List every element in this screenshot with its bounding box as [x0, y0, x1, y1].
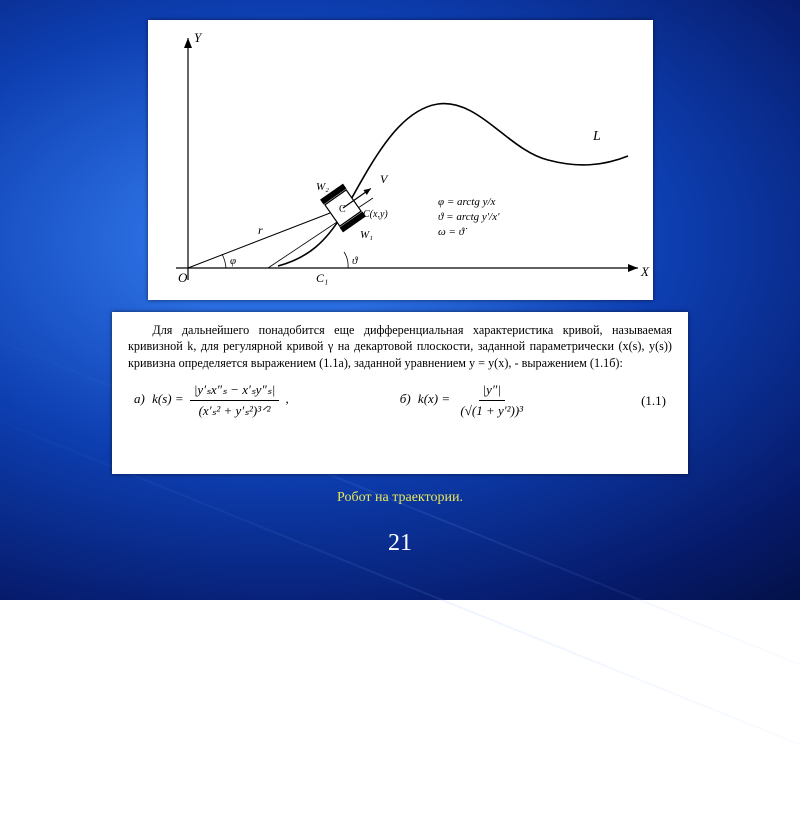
curve-label: L [592, 129, 601, 144]
formula-a: а) k(s) = |y′ₛx″ₛ − x′ₛy″ₛ| (x′ₛ² + y′ₛ²… [134, 381, 289, 419]
coord-label: C(x,y) [363, 209, 388, 220]
b-numerator: |y″| [479, 381, 505, 401]
sep: , [286, 391, 289, 406]
phi-label: φ [230, 255, 236, 267]
theta-label: ϑ [352, 255, 358, 267]
trajectory-curve [278, 104, 628, 266]
c1-label: C₁ [316, 271, 328, 285]
page-number: 21 [0, 530, 800, 557]
x-axis-label: X [640, 264, 650, 279]
a-fraction: |y′ₛx″ₛ − x′ₛy″ₛ| (x′ₛ² + y′ₛ²)³ᐟ² [190, 381, 279, 419]
b-lhs: k(x) = [418, 391, 450, 406]
phi-arc [222, 254, 226, 268]
w2-label: W₂ [316, 181, 329, 193]
heading-arrow [363, 186, 372, 195]
a-label: а) [134, 391, 145, 406]
equation-number: (1.1) [641, 392, 666, 410]
text-panel: Для дальнейшего понадобится еще дифферен… [112, 312, 688, 474]
b-denominator: (√(1 + y′²))³ [456, 401, 527, 420]
b-label: б) [400, 391, 411, 406]
eq-phi: φ = arctg y/x [438, 196, 496, 208]
robot-center-label: C [339, 204, 346, 215]
b-fraction: |y″| (√(1 + y′²))³ [456, 381, 527, 419]
formula-b: б) k(x) = |y″| (√(1 + y′²))³ [400, 381, 530, 419]
eq-omega: ω = ϑ̇ [438, 226, 468, 238]
a-numerator: |y′ₛx″ₛ − x′ₛy″ₛ| [190, 381, 279, 401]
heading-label: V [380, 172, 389, 186]
y-axis-arrow [184, 38, 192, 48]
x-axis-arrow [628, 264, 638, 272]
theta-arc [344, 252, 348, 268]
paragraph: Для дальнейшего понадобится еще дифферен… [128, 322, 672, 371]
a-lhs: k(s) = [152, 391, 184, 406]
eq-theta: ϑ = arctg y′/x′ [438, 211, 500, 223]
r-label: r [258, 223, 263, 237]
figure-panel: O X Y L r φ ϑ C₁ C V C(x,y) W₂ [148, 20, 653, 300]
trajectory-figure: O X Y L r φ ϑ C₁ C V C(x,y) W₂ [148, 20, 653, 300]
origin-label: O [178, 270, 188, 285]
robot [320, 172, 382, 232]
r-vector [188, 208, 343, 268]
figure-caption: Робот на траектории. [0, 490, 800, 506]
b-den-inner: √(1 + y′²) [465, 403, 515, 418]
w1-label: W₁ [360, 229, 373, 241]
a-denominator: (x′ₛ² + y′ₛ²)³ᐟ² [195, 401, 275, 420]
y-axis-label: Y [194, 30, 203, 45]
curvature-formula: а) k(s) = |y′ₛx″ₛ − x′ₛy″ₛ| (x′ₛ² + y′ₛ²… [128, 381, 672, 419]
b-den-r: )³ [515, 403, 523, 418]
